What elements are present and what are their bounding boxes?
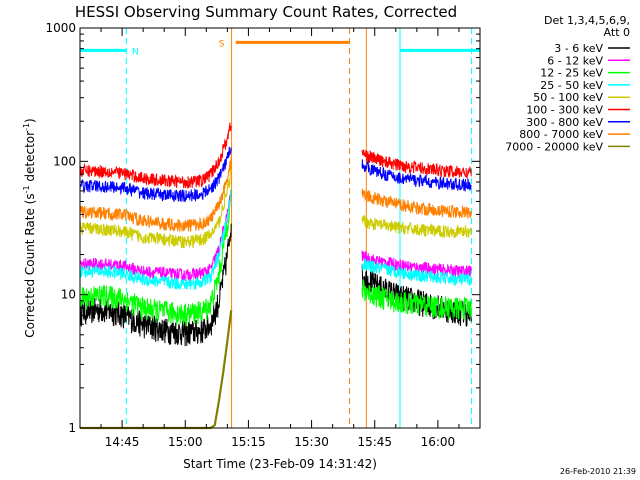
y-axis-label-close: ) bbox=[23, 118, 37, 123]
x-tick-label: 15:30 bbox=[294, 435, 329, 449]
legend-label-7000-20000-kev: 7000 - 20000 keV bbox=[505, 140, 603, 153]
x-axis: 14:45 15:00 15:15 15:30 15:45 16:00 bbox=[79, 28, 481, 449]
series-line-800-7000-kev-after bbox=[361, 188, 472, 219]
legend-label-800-7000-kev: 800 - 7000 keV bbox=[519, 128, 603, 141]
series-line-800-7000-kev bbox=[79, 157, 232, 232]
plot-frame bbox=[79, 27, 481, 429]
series-100-300-kev bbox=[79, 122, 472, 189]
y-axis: 1 10 100 1000 bbox=[45, 21, 480, 435]
y-tick-label: 100 bbox=[53, 154, 76, 168]
x-tick-label: 15:00 bbox=[168, 435, 203, 449]
x-tick-label: 15:45 bbox=[357, 435, 392, 449]
series-line-100-300-kev-after bbox=[361, 149, 472, 179]
series-800-7000-kev bbox=[79, 157, 472, 232]
overlay-s-label: S bbox=[219, 39, 225, 49]
y-axis-label-unit: detector bbox=[23, 131, 37, 186]
legend-label-50-100-kev: 50 - 100 keV bbox=[533, 91, 603, 104]
y-axis-label: Corrected Count Rate (s-1 detector-1) bbox=[22, 118, 37, 337]
legend-label-3-6-kev: 3 - 6 keV bbox=[554, 42, 603, 55]
y-tick-label: 1 bbox=[68, 421, 76, 435]
series-line-6-12-kev-after bbox=[361, 250, 472, 279]
series-line-25-50-kev-after bbox=[361, 258, 472, 286]
y-tick-label: 10 bbox=[61, 288, 76, 302]
legend-label-6-12-kev: 6 - 12 keV bbox=[547, 54, 603, 67]
x-axis-label: Start Time (23-Feb-09 14:31:42) bbox=[183, 457, 377, 471]
legend-header-line2: Att 0 bbox=[604, 26, 630, 39]
legend-label-300-800-kev: 300 - 800 keV bbox=[526, 116, 603, 129]
chart-title: HESSI Observing Summary Count Rates, Cor… bbox=[75, 3, 457, 21]
series-line-300-800-kev-after bbox=[361, 159, 472, 192]
series-line-12-25-kev bbox=[79, 189, 232, 327]
overlay-s: S bbox=[219, 28, 367, 428]
series-50-100-kev bbox=[79, 169, 472, 249]
footer-timestamp: 26-Feb-2010 21:39 bbox=[560, 467, 636, 476]
overlay-n-label: N bbox=[132, 47, 139, 57]
y-tick-label: 1000 bbox=[45, 21, 76, 35]
series-line-300-800-kev bbox=[79, 146, 232, 203]
series-25-50-kev bbox=[79, 191, 472, 290]
legend-label-100-300-kev: 100 - 300 keV bbox=[526, 104, 603, 117]
series-12-25-kev bbox=[79, 189, 472, 327]
x-tick-label: 15:15 bbox=[231, 435, 266, 449]
y-axis-label-main: Corrected Count Rate (s bbox=[23, 193, 37, 337]
series-line-50-100-kev-after bbox=[361, 215, 472, 239]
series-line-100-300-kev bbox=[79, 122, 232, 189]
series-line-12-25-kev-after bbox=[361, 279, 472, 321]
series-line-3-6-kev bbox=[79, 223, 232, 347]
legend-label-25-50-kev: 25 - 50 keV bbox=[540, 79, 603, 92]
series-line-25-50-kev bbox=[79, 191, 232, 290]
legend-label-12-25-kev: 12 - 25 keV bbox=[540, 67, 603, 80]
y-axis-label-exp1: -1 bbox=[22, 185, 31, 193]
y-axis-label-exp2: -1 bbox=[22, 123, 31, 131]
series-300-800-kev bbox=[79, 146, 472, 203]
plot-area: NS bbox=[79, 27, 481, 430]
series-line-50-100-kev bbox=[79, 169, 232, 249]
x-tick-label: 14:45 bbox=[105, 435, 140, 449]
legend-header-line1: Det 1,3,4,5,6,9, bbox=[544, 14, 630, 27]
x-tick-label: 16:00 bbox=[421, 435, 456, 449]
